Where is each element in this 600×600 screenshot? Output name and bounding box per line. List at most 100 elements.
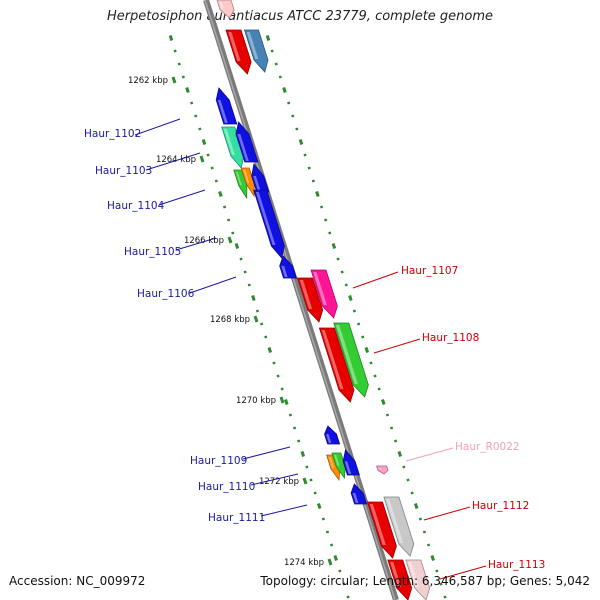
minor-tick-right [443, 595, 447, 599]
gene-label[interactable]: Haur_1109 [190, 455, 247, 467]
major-tick [279, 396, 285, 404]
gene-label[interactable]: Haur_1108 [422, 332, 479, 344]
gene-label[interactable]: Haur_1107 [401, 265, 458, 277]
minor-tick-left [198, 127, 202, 131]
gene-label-leader [145, 152, 201, 171]
minor-tick-right [270, 49, 274, 53]
kbp-tick-label: 1264 kbp [156, 155, 196, 165]
kbp-tick-label: 1262 kbp [128, 76, 168, 86]
gene-label[interactable]: Haur_1105 [124, 246, 181, 258]
minor-tick-left [181, 75, 185, 79]
feature-haur-1112b [383, 496, 415, 557]
minor-tick-left [231, 231, 235, 235]
tick-layer: 1262 kbp 1264 kbp 1266 kbp 1268 kbp 1270 kbp… [128, 35, 447, 599]
gene-label-leader [260, 504, 308, 517]
kbp-tick-label: 1272 kbp [259, 477, 299, 487]
minor-tick-right [348, 295, 353, 301]
minor-tick-right [413, 503, 419, 509]
kbp-tick-label: 1270 kbp [236, 396, 276, 406]
minor-tick-right [340, 270, 344, 274]
minor-tick-right [357, 322, 361, 326]
minor-tick-left [338, 569, 342, 573]
minor-tick-left [173, 49, 177, 53]
feature-haur-1106 [253, 189, 285, 259]
minor-tick-left [194, 114, 198, 118]
minor-tick-right [274, 62, 278, 66]
gene-label[interactable]: Haur_1106 [137, 288, 195, 300]
major-tick [171, 76, 177, 84]
minor-tick-right [406, 478, 410, 482]
minor-tick-left [276, 374, 280, 378]
gene-label-leader [189, 276, 237, 294]
feature-haur-1102 [215, 87, 238, 125]
feature-haur-1106b [279, 255, 298, 279]
minor-tick-left [284, 399, 289, 405]
major-tick [253, 315, 259, 323]
minor-tick-left [243, 270, 247, 274]
feature-haur-1108b [333, 322, 369, 398]
accession-text: Accession: NC_009972 [9, 574, 146, 588]
minor-tick-right [319, 205, 324, 209]
minor-tick-right [426, 543, 431, 547]
minor-tick-right [331, 243, 337, 249]
map-title: Herpetosiphon aurantiacus ATCC 23779, co… [106, 9, 494, 24]
minor-tick-right [311, 179, 315, 183]
gene-label[interactable]: Haur_1103 [95, 165, 152, 177]
minor-tick-right [410, 491, 414, 495]
gene-label-leader [423, 506, 471, 521]
minor-tick-right [369, 361, 373, 365]
minor-tick-left [264, 335, 268, 339]
minor-tick-right [344, 283, 348, 287]
gene-label-leader [134, 118, 181, 136]
minor-tick-left [177, 62, 181, 66]
label-layer: Haur_1102 Haur_1103 Haur_1104 Haur_1105 Haur… [84, 118, 545, 580]
minor-tick-left [280, 387, 284, 391]
feature-haur-1113b [405, 559, 431, 600]
minor-tick-right [430, 555, 435, 561]
minor-tick-left [206, 153, 210, 157]
minor-tick-right [278, 75, 282, 79]
minor-tick-left [313, 491, 317, 495]
kbp-tick-label: 1268 kbp [210, 315, 250, 325]
minor-tick-right [397, 451, 403, 457]
minor-tick-left [251, 295, 256, 301]
gene-label[interactable]: Haur_1110 [198, 481, 255, 493]
gene-label[interactable]: Haur_1102 [84, 128, 141, 140]
minor-tick-left [316, 503, 322, 509]
feature-haur-1107b [310, 269, 338, 319]
genome-backbone-highlight [204, 0, 396, 600]
feature-haur-1108 [318, 327, 355, 403]
major-tick [227, 236, 233, 244]
minor-tick-left [305, 465, 309, 469]
gene-label-leader [352, 271, 399, 289]
minor-tick-right [389, 426, 394, 430]
minor-tick-left [297, 439, 301, 443]
gene-label-leader [373, 338, 421, 354]
gene-label-leader [405, 447, 454, 462]
minor-tick-right [385, 413, 390, 417]
minor-tick-right [336, 257, 340, 261]
gene-label[interactable]: Haur_1104 [107, 200, 165, 212]
gene-label[interactable]: Haur_R0022 [455, 441, 520, 453]
minor-tick-right [381, 399, 386, 405]
minor-tick-left [346, 595, 350, 599]
gene-label[interactable]: Haur_1113 [488, 559, 545, 571]
gene-label[interactable]: Haur_1112 [472, 500, 529, 512]
minor-tick-right [287, 101, 291, 105]
kbp-tick-label: 1274 kbp [284, 558, 324, 568]
minor-tick-left [255, 309, 260, 313]
gene-label[interactable]: Haur_1111 [208, 512, 265, 524]
minor-tick-left [239, 257, 243, 261]
minor-tick-left [222, 205, 227, 209]
feature-haur-1110b [342, 449, 360, 476]
feature-haur-1113 [387, 559, 413, 600]
genome-backbone [203, 0, 399, 600]
minor-tick-right [295, 127, 299, 131]
feature-haur-1112 [366, 501, 397, 559]
minor-tick-left [321, 517, 325, 521]
gene-label-leader [158, 189, 206, 206]
minor-tick-left [333, 555, 338, 561]
gene-label-leader [175, 237, 217, 251]
